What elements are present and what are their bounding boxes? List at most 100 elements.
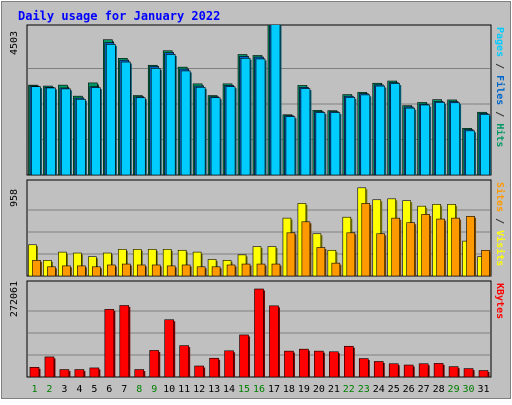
y-max-label: 958 [9, 189, 20, 207]
bar-visits-day-9 [147, 249, 157, 276]
bar-pages-day-5 [91, 87, 101, 175]
bar-pages-day-2 [46, 87, 56, 175]
bar-sites-day-15 [241, 263, 251, 276]
panel-bars [28, 25, 491, 175]
bar-sites-day-9 [151, 264, 161, 276]
x-tick-label-day-7: 7 [121, 384, 127, 395]
bar-pages-day-14 [225, 86, 236, 175]
bar-kbytes-day-26 [403, 364, 414, 377]
bar-kbytes-day-1 [29, 366, 40, 377]
x-tick-label-day-24: 24 [373, 384, 385, 395]
legend-text: / [494, 57, 505, 75]
x-tick-label-day-16: 16 [253, 384, 265, 395]
legend-text: / [494, 212, 505, 230]
x-tick-label-day-25: 25 [388, 384, 400, 395]
legend-text: Files [494, 75, 506, 105]
bar-sites-day-18 [286, 232, 296, 276]
legend-text: Sites [494, 182, 506, 212]
bar-kbytes-day-23 [358, 358, 369, 377]
bar-sites-day-12 [196, 266, 206, 276]
bar-pages-day-25 [390, 83, 401, 175]
bar-sites-day-30 [466, 215, 475, 276]
chart-title: Daily usage for January 2022 [18, 9, 220, 23]
series-legend-label: KBytes [494, 283, 505, 319]
x-tick-label-day-20: 20 [313, 384, 325, 395]
bar-sites-day-24 [376, 233, 386, 276]
bar-pages-day-12 [195, 87, 206, 175]
x-tick-label-day-19: 19 [298, 384, 310, 395]
panel-visits-sites: 958 Sites / Visits [9, 179, 506, 277]
x-tick-label-day-31: 31 [477, 384, 489, 395]
bar-kbytes-day-27 [418, 363, 429, 377]
bar-sites-day-3 [62, 265, 71, 276]
bar-sites-day-16 [256, 263, 266, 276]
series-legend-label: Sites / Visits [494, 182, 506, 266]
panel-kbytes: 272061 KBytes [9, 280, 505, 378]
x-tick-label-day-13: 13 [208, 384, 220, 395]
bar-pages-day-20 [315, 112, 326, 175]
legend-text: Pages [494, 27, 505, 57]
bar-sites-day-10 [166, 265, 176, 276]
bar-sites-day-28 [436, 218, 445, 276]
bar-kbytes-day-30 [463, 368, 474, 377]
bar-visits-day-7 [117, 249, 127, 276]
x-tick-label-day-15: 15 [238, 384, 250, 395]
bar-kbytes-day-20 [314, 350, 324, 377]
x-tick-label-day-3: 3 [61, 384, 67, 395]
bar-kbytes-day-28 [433, 363, 444, 377]
bar-kbytes-day-15 [239, 334, 249, 377]
bar-sites-day-13 [211, 266, 221, 276]
bar-kbytes-day-12 [194, 365, 204, 377]
bar-pages-day-26 [405, 107, 415, 175]
bar-kbytes-day-22 [344, 345, 354, 377]
bar-pages-day-31 [480, 114, 490, 175]
legend-text: / [494, 105, 505, 123]
bar-sites-day-21 [331, 262, 341, 276]
bar-visits-day-11 [177, 249, 187, 276]
bar-kbytes-day-18 [284, 350, 294, 377]
series-legend-label: Pages / Files / Hits [494, 27, 506, 147]
bar-pages-day-27 [420, 104, 430, 175]
legend-text: Visits [494, 230, 506, 266]
legend-text: KBytes [494, 283, 505, 319]
bar-pages-day-3 [61, 88, 71, 175]
bar-kbytes-day-25 [388, 363, 399, 377]
bar-kbytes-day-3 [59, 369, 70, 377]
x-tick-label-day-30: 30 [463, 384, 475, 395]
bar-sites-day-19 [301, 221, 311, 276]
bar-kbytes-day-6 [104, 309, 115, 377]
outer-frame-shadow [1, 1, 511, 399]
bar-pages-day-24 [375, 85, 386, 175]
bar-kbytes-day-4 [74, 369, 85, 377]
bar-visits-day-8 [132, 249, 142, 276]
bar-visits-day-12 [192, 251, 202, 276]
bar-pages-day-19 [300, 88, 311, 175]
bar-sites-day-23 [361, 203, 371, 276]
x-tick-label-day-21: 21 [328, 384, 340, 395]
bar-sites-day-27 [421, 214, 430, 276]
bar-kbytes-day-10 [164, 319, 174, 377]
bar-kbytes-day-11 [179, 345, 189, 377]
bar-visits-day-3 [58, 251, 67, 276]
x-axis-day-labels: 1 2 3 4 5 6 7 8 9 10 11 12 13 14 15 16 17 18 19 20 21 22 23 24 2… [31, 384, 489, 395]
bar-visits-day-10 [162, 249, 172, 276]
bar-pages-day-7 [120, 61, 131, 175]
bar-sites-day-31 [481, 249, 490, 276]
bar-sites-day-5 [92, 266, 101, 276]
bar-sites-day-6 [107, 264, 116, 276]
x-tick-label-day-29: 29 [448, 384, 460, 395]
bar-sites-day-25 [391, 217, 401, 276]
bar-pages-day-28 [435, 102, 445, 175]
x-tick-label-day-5: 5 [91, 384, 97, 395]
bar-sites-day-2 [47, 266, 56, 276]
bar-kbytes-day-24 [373, 361, 384, 377]
bar-kbytes-day-17 [269, 305, 279, 377]
bar-pages-day-1 [31, 86, 41, 175]
bar-sites-day-26 [406, 222, 415, 276]
bar-kbytes-day-31 [478, 370, 489, 377]
x-tick-label-day-11: 11 [178, 384, 190, 395]
bar-pages-day-6 [106, 44, 116, 175]
bar-pages-day-30 [465, 130, 475, 175]
